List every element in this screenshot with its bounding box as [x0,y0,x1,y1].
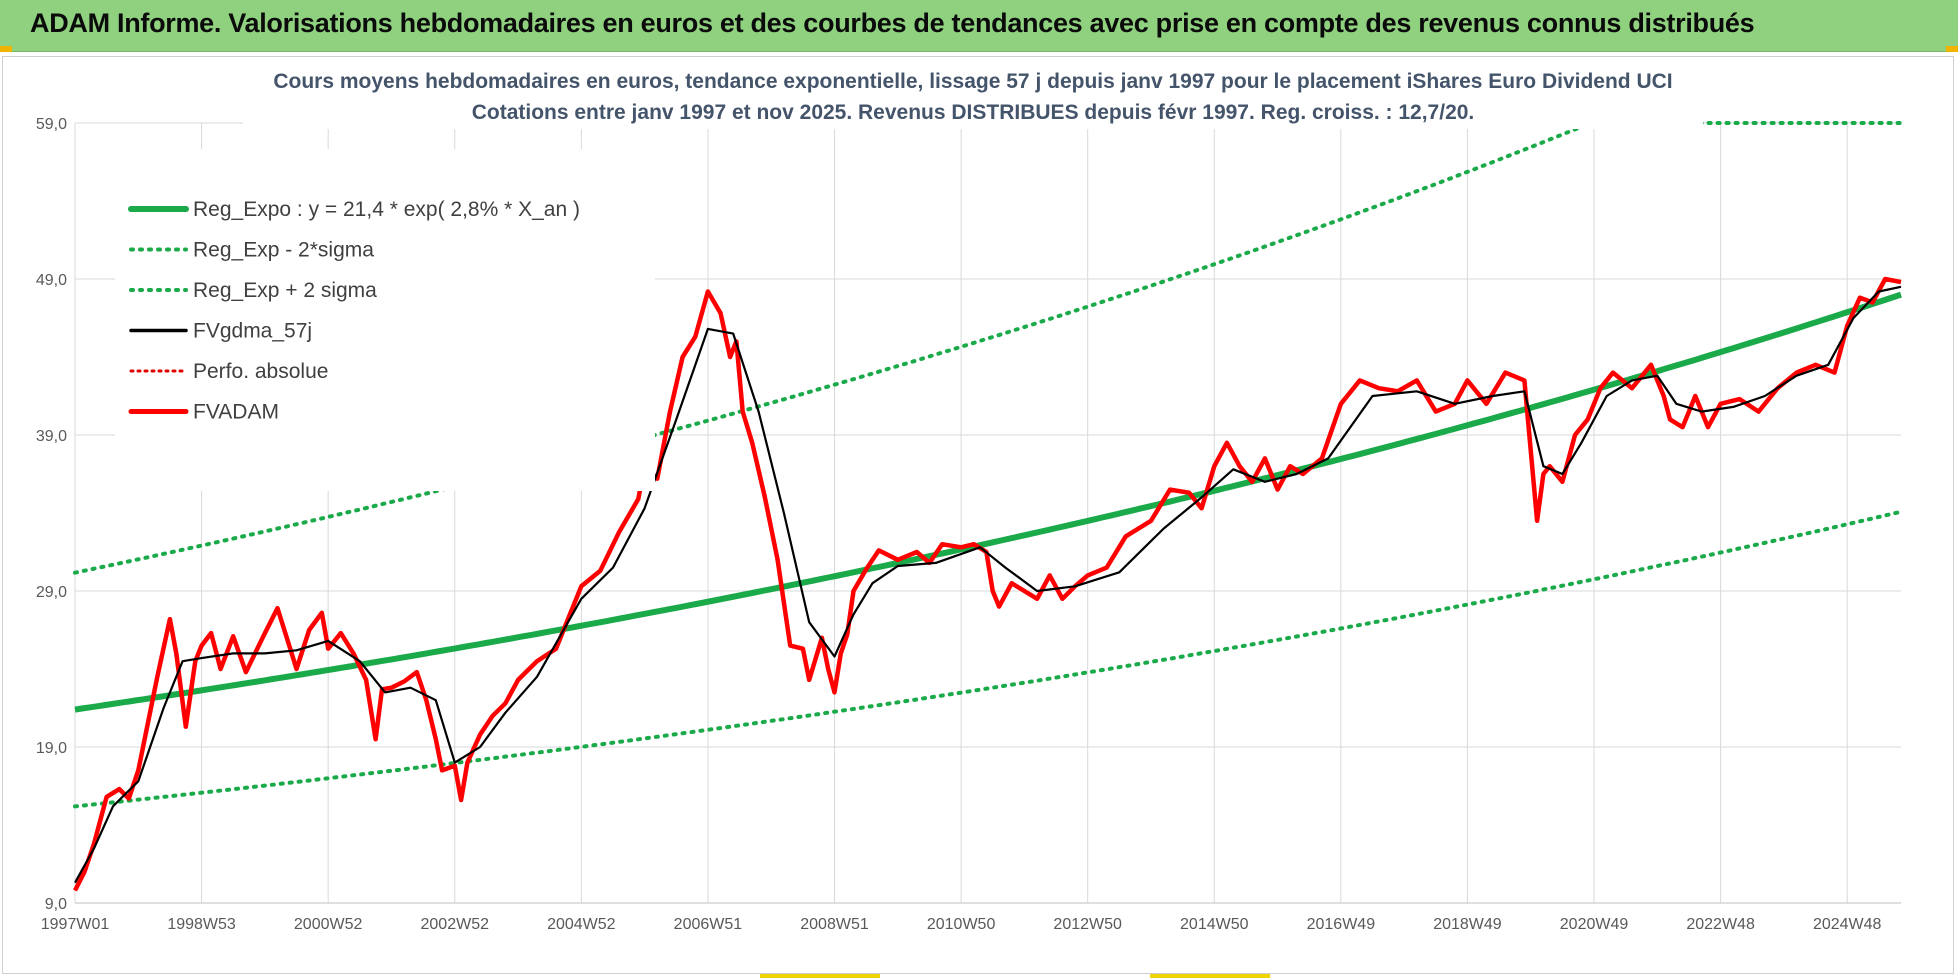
x-tick-label: 2018W49 [1433,916,1502,933]
y-tick-label: 39,0 [36,428,67,445]
series-fvadam [72,276,1902,892]
chart-subtitle: Cotations entre janv 1997 et nov 2025. R… [472,101,1475,124]
x-tick-label: 2020W49 [1560,916,1629,933]
x-tick-label: 2006W51 [674,916,743,933]
legend-label-fvgdma: FVgdma_57j [193,320,312,343]
bottom-mark-1 [760,974,880,978]
banner-corner-left [0,46,12,52]
legend-label-fvadam: FVADAM [193,401,279,424]
x-tick-label: 2024W48 [1813,916,1882,933]
y-axis-ticks: 9,0 19,0 29,0 39,0 49,0 59,0 [36,116,67,913]
report-banner: ADAM Informe. Valorisations hebdomadaire… [0,0,1958,52]
x-tick-label: 2010W50 [927,916,996,933]
series-reg-expo [74,291,1902,713]
legend-label-reg_expo: Reg_Expo : y = 21,4 * exp( 2,8% * X_an ) [193,198,580,221]
y-tick-label: 59,0 [36,116,67,133]
series-fvgdma-57j [74,285,1902,884]
x-tick-label: 2000W52 [294,916,363,933]
legend-label-reg_plus: Reg_Exp + 2 sigma [193,279,377,302]
bottom-mark-2 [1150,974,1270,978]
y-tick-label: 49,0 [36,272,67,289]
x-tick-label: 2008W51 [800,916,869,933]
legend-label-reg_minus: Reg_Exp - 2*sigma [193,239,374,262]
chart-frame: 9,0 19,0 29,0 39,0 49,0 59,0 1997W01 1998W53 20… [2,56,1954,974]
x-tick-label: 2004W52 [547,916,616,933]
y-tick-label: 29,0 [36,584,67,601]
chart-canvas: 9,0 19,0 29,0 39,0 49,0 59,0 1997W01 1998W53 20… [36,63,1903,933]
report-title: ADAM Informe. Valorisations hebdomadaire… [30,8,1755,38]
x-tick-label: 2022W48 [1686,916,1755,933]
chart-titles: Cours moyens hebdomadaires en euros, ten… [243,63,1703,129]
legend-backdrop [115,149,655,491]
x-tick-label: 2016W49 [1307,916,1376,933]
x-tick-label: 2014W50 [1180,916,1249,933]
y-tick-label: 19,0 [36,740,67,757]
x-tick-label: 2012W50 [1053,916,1122,933]
legend: Reg_Expo : y = 21,4 * exp( 2,8% * X_an )… [115,149,655,491]
chart-title: Cours moyens hebdomadaires en euros, ten… [273,70,1672,93]
banner-corner-right [1946,46,1958,52]
legend-label-perfo: Perfo. absolue [193,360,328,383]
x-tick-label: 1998W53 [167,916,236,933]
y-tick-label: 9,0 [45,896,67,913]
title-backdrop [243,63,1703,129]
series-reg-minus-2sigma [73,509,1903,809]
x-axis-ticks: 1997W01 1998W53 2000W52 2002W52 2004W52 2006W… [41,916,1882,933]
x-tick-label: 1997W01 [41,916,110,933]
series-layer [72,121,1903,892]
x-tick-label: 2002W52 [421,916,490,933]
